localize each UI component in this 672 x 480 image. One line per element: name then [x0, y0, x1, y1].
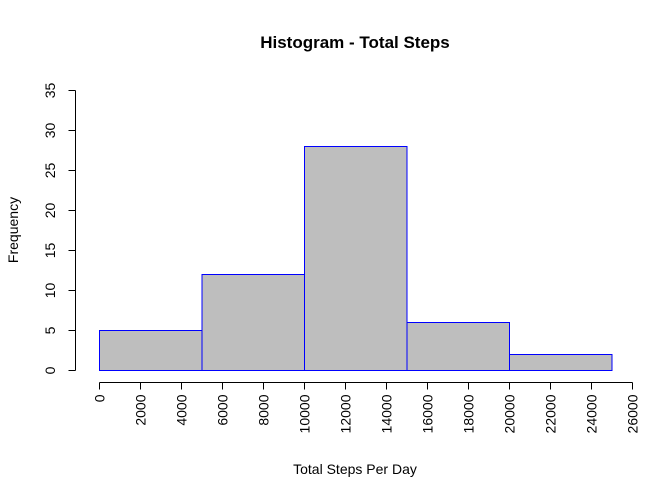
y-tick-label: 10 — [42, 283, 58, 299]
x-tick-label: 26000 — [625, 394, 641, 433]
histogram-bar — [406, 322, 510, 371]
x-tick-label: 4000 — [174, 394, 190, 425]
x-axis-label: Total Steps Per Day — [293, 461, 417, 477]
x-tick-label: 20000 — [502, 394, 518, 433]
histogram-bar — [99, 330, 203, 371]
x-tick-label: 16000 — [420, 394, 436, 433]
chart-title: Histogram - Total Steps — [260, 33, 450, 52]
x-tick-label: 2000 — [133, 394, 149, 425]
y-tick-label: 15 — [42, 243, 58, 259]
y-tick-label: 5 — [42, 326, 58, 334]
y-tick-label: 25 — [42, 163, 58, 179]
histogram-bar — [304, 146, 408, 371]
y-axis-label: Frequency — [5, 197, 21, 263]
bars-group — [99, 146, 613, 371]
x-tick-label: 10000 — [297, 394, 313, 433]
x-tick-label: 18000 — [461, 394, 477, 433]
x-tick-label: 24000 — [584, 394, 600, 433]
y-tick-label: 20 — [42, 203, 58, 219]
x-tick-label: 6000 — [215, 394, 231, 425]
x-tick-label: 14000 — [379, 394, 395, 433]
x-axis: 0 2000 4000 6000 8000 10000 12000 14000 16000 180… — [92, 382, 641, 433]
y-tick-label: 35 — [42, 83, 58, 99]
y-tick-label: 30 — [42, 123, 58, 139]
x-tick-label: 22000 — [543, 394, 559, 433]
histogram-bar — [201, 274, 305, 371]
histogram-bar — [509, 354, 613, 371]
x-tick-label: 0 — [92, 394, 108, 402]
y-tick-label: 0 — [42, 366, 58, 374]
y-axis: 0 5 10 15 20 25 30 35 — [42, 83, 76, 374]
x-tick-label: 8000 — [256, 394, 272, 425]
x-tick-label: 12000 — [338, 394, 354, 433]
